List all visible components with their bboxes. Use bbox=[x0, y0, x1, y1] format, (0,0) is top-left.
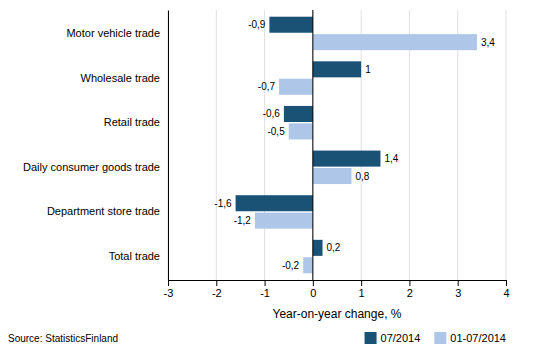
x-tick: 1 bbox=[359, 280, 365, 299]
data-labels: -0,9 1 -0,6 1,4 -1,6 0,2 3,4 -0,7 -0,5 0,8 -1,2 -0,… bbox=[214, 19, 495, 271]
x-tick: -2 bbox=[212, 280, 222, 299]
bars bbox=[236, 17, 477, 274]
x-tick-mark bbox=[313, 280, 314, 286]
bar bbox=[284, 106, 313, 122]
x-tick-mark bbox=[506, 280, 507, 286]
x-tick: 4 bbox=[503, 280, 509, 299]
legend-item: 01-07/2014 bbox=[434, 332, 506, 344]
x-tick-mark bbox=[409, 280, 410, 286]
y-tick: Wholesale trade bbox=[81, 72, 169, 84]
annotation: Source: StatisticsFinland bbox=[8, 333, 118, 344]
bar bbox=[236, 195, 313, 211]
y-tick: Motor vehicle trade bbox=[66, 27, 168, 39]
y-tick: Department store trade bbox=[47, 205, 168, 217]
x-tick: -1 bbox=[260, 280, 270, 299]
y-tick: Daily consumer goods trade bbox=[23, 161, 168, 173]
y-tick-label: Retail trade bbox=[104, 116, 160, 128]
zero-line bbox=[312, 10, 313, 280]
data-label: 1 bbox=[365, 64, 371, 75]
grid-line bbox=[506, 10, 507, 280]
bar bbox=[313, 61, 361, 77]
data-label: -1,2 bbox=[234, 215, 252, 226]
x-tick-mark bbox=[361, 280, 362, 286]
bar bbox=[313, 151, 381, 167]
bar bbox=[313, 240, 323, 256]
y-tick-label: Daily consumer goods trade bbox=[23, 161, 160, 173]
y-tick: Total trade bbox=[109, 250, 168, 262]
x-tick-label: 3 bbox=[455, 287, 461, 299]
x-tick: 3 bbox=[455, 280, 461, 299]
x-axis-line bbox=[169, 281, 507, 287]
x-tick-label: 1 bbox=[359, 287, 365, 299]
data-label: 1,4 bbox=[384, 153, 398, 164]
grid-line bbox=[361, 10, 362, 280]
data-label: -0,6 bbox=[263, 108, 281, 119]
bar bbox=[269, 17, 312, 33]
grid-line bbox=[457, 10, 458, 280]
bar bbox=[255, 213, 313, 229]
bar bbox=[313, 168, 352, 184]
grid bbox=[168, 10, 506, 280]
bar bbox=[289, 123, 313, 139]
x-tick: 0 bbox=[310, 280, 316, 299]
data-label: 0,8 bbox=[355, 171, 369, 182]
grid-line bbox=[168, 10, 169, 280]
x-tick: 2 bbox=[407, 280, 413, 299]
grid-line bbox=[312, 10, 313, 280]
legend-swatch bbox=[434, 332, 446, 344]
bar bbox=[303, 257, 313, 273]
data-label: -0,7 bbox=[258, 81, 276, 92]
y-tick-label: Motor vehicle trade bbox=[66, 27, 160, 39]
x-axis-title: Year-on-year change, % bbox=[273, 307, 402, 321]
grid-line bbox=[216, 10, 217, 280]
x-tick-mark bbox=[216, 280, 217, 286]
legend-swatch bbox=[365, 332, 377, 344]
x-tick-label: -2 bbox=[212, 287, 222, 299]
y-tick-label: Department store trade bbox=[47, 205, 160, 217]
y-tick-label: Total trade bbox=[109, 250, 160, 262]
x-tick-label: 2 bbox=[407, 287, 413, 299]
data-label: 3,4 bbox=[481, 37, 495, 48]
x-tick-label: -3 bbox=[164, 287, 174, 299]
series bbox=[255, 34, 477, 273]
grid-line bbox=[409, 10, 410, 280]
chart: -0,9 1 -0,6 1,4 -1,6 0,2 3,4 -0,7 -0,5 0,8 -1,2 -0,… bbox=[0, 0, 534, 360]
legend-label: 07/2014 bbox=[381, 332, 421, 344]
legend-item: 07/2014 bbox=[365, 332, 421, 344]
data-label: -1,6 bbox=[214, 198, 232, 209]
x-tick-mark bbox=[265, 280, 266, 286]
data-label: -0,5 bbox=[267, 126, 285, 137]
series bbox=[236, 17, 381, 256]
y-axis-line bbox=[168, 11, 169, 281]
x-axis: -3 -2 -1 0 1 2 3 4 bbox=[164, 280, 510, 299]
y-tick-label: Wholesale trade bbox=[81, 72, 161, 84]
x-tick-mark bbox=[168, 280, 169, 286]
data-label: -0,2 bbox=[282, 260, 300, 271]
x-tick-label: 4 bbox=[503, 287, 509, 299]
y-axis: Motor vehicle trade Wholesale trade Retail… bbox=[23, 11, 168, 281]
plot: -0,9 1 -0,6 1,4 -1,6 0,2 3,4 -0,7 -0,5 0,8 -1,2 -0,… bbox=[23, 10, 510, 299]
x-tick-mark bbox=[458, 280, 459, 286]
legend-label: 01-07/2014 bbox=[450, 332, 506, 344]
x-tick-label: 0 bbox=[310, 287, 316, 299]
bar bbox=[279, 79, 313, 95]
legend: 07/2014 01-07/2014 bbox=[365, 332, 506, 344]
grid-line bbox=[264, 10, 265, 280]
data-label: 0,2 bbox=[327, 242, 341, 253]
x-tick: -3 bbox=[164, 280, 174, 299]
x-tick-label: -1 bbox=[260, 287, 270, 299]
y-tick: Retail trade bbox=[104, 116, 168, 128]
bar bbox=[313, 34, 477, 50]
data-label: -0,9 bbox=[248, 19, 266, 30]
